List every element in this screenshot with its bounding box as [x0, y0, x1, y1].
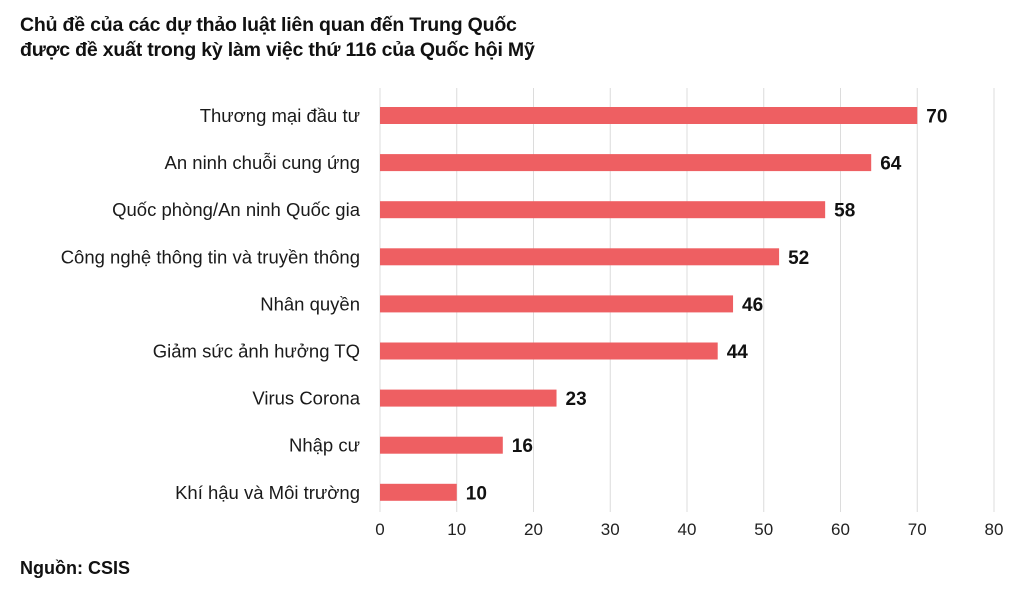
bar: [380, 483, 457, 501]
value-labels: 70 64 58 52 46 44 23 16 10: [466, 107, 948, 505]
data-label: 10: [466, 483, 487, 504]
data-label: 70: [926, 107, 947, 128]
x-tick-label: 70: [908, 520, 927, 539]
bar: [380, 248, 780, 266]
category-label: Virus Corona: [252, 388, 360, 409]
x-tick-label: 60: [831, 520, 850, 539]
bar: [380, 295, 734, 313]
category-label: Nhân quyền: [260, 293, 360, 314]
category-label: Thương mại đầu tư: [200, 105, 360, 126]
x-tick-label: 20: [524, 520, 543, 539]
data-label: 23: [566, 389, 587, 410]
data-label: 64: [880, 154, 902, 175]
chart-title: Chủ đề của các dự thảo luật liên quan đế…: [20, 13, 535, 63]
data-label: 44: [727, 342, 749, 363]
bar: [380, 436, 503, 454]
category-label: Công nghệ thông tin và truyền thông: [61, 246, 360, 267]
category-labels: Thương mại đầu tư An ninh chuỗi cung ứng Q…: [61, 105, 361, 503]
chart-title-line-2: được đề xuất trong kỳ làm việc thứ 116 c…: [20, 39, 535, 61]
x-tick-label: 50: [754, 520, 773, 539]
bars: [380, 107, 918, 501]
bar: [380, 107, 918, 124]
bar: [380, 201, 826, 219]
x-tick-label: 30: [601, 520, 620, 539]
x-axis-ticks: 0 10 20 30 40 50 60 70 80: [375, 520, 1003, 539]
data-label: 16: [512, 436, 533, 457]
data-label: 58: [834, 201, 855, 222]
category-label: Nhập cư: [289, 435, 360, 456]
category-label: Giảm sức ảnh hưởng TQ: [153, 341, 360, 362]
chart-title-line-1: Chủ đề của các dự thảo luật liên quan đế…: [20, 14, 517, 36]
bar: [380, 154, 872, 172]
x-tick-label: 40: [678, 520, 697, 539]
source-note: Nguồn: CSIS: [20, 558, 130, 578]
bar: [380, 342, 718, 360]
category-label: Khí hậu và Môi trường: [175, 482, 360, 503]
x-tick-label: 0: [375, 520, 384, 539]
bar: [380, 389, 557, 407]
x-tick-label: 10: [447, 520, 466, 539]
data-label: 46: [742, 295, 763, 316]
x-tick-label: 80: [985, 520, 1004, 539]
category-label: An ninh chuỗi cung ứng: [165, 152, 360, 173]
data-label: 52: [788, 248, 809, 269]
category-label: Quốc phòng/An ninh Quốc gia: [112, 199, 361, 220]
